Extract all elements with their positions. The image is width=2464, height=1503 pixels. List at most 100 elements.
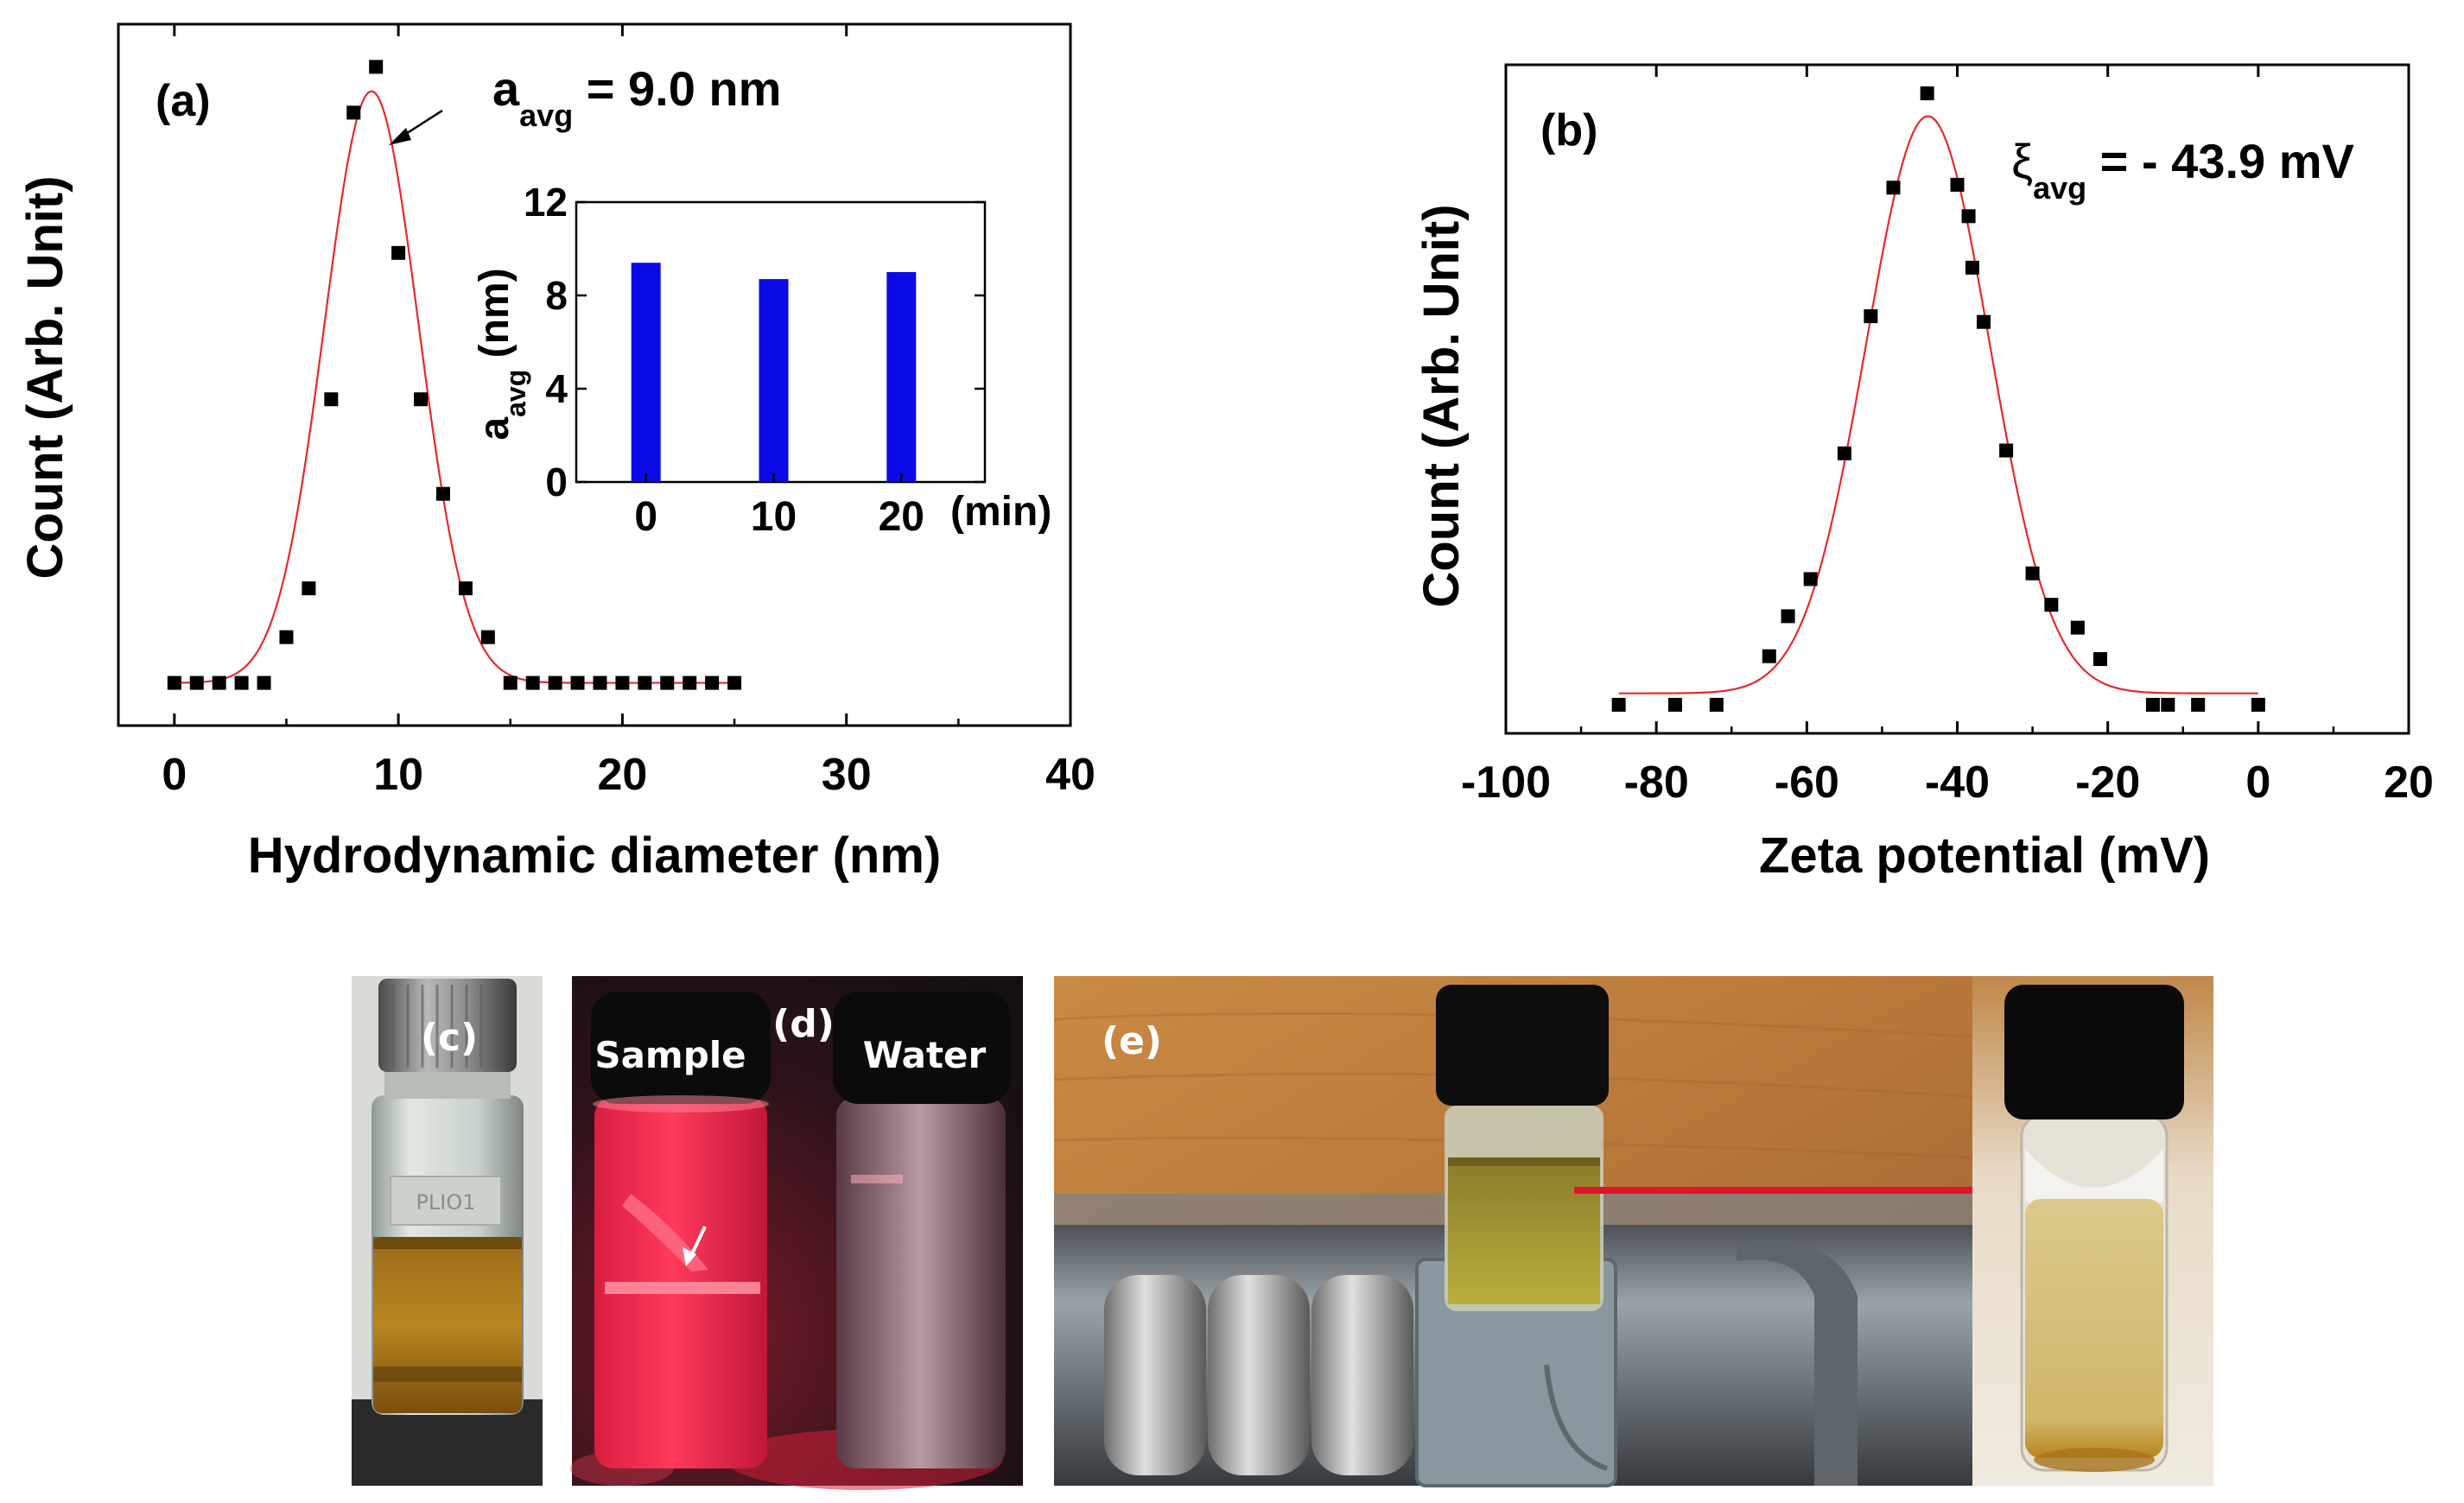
data-point — [1920, 86, 1934, 101]
inset-y-tick-labels: 0 4 8 12 — [524, 180, 568, 504]
data-point — [414, 392, 429, 407]
photo-c-label: (c) — [421, 1016, 478, 1060]
svg-text:PLIO1: PLIO1 — [416, 1190, 475, 1214]
chart-b-xlabel: Zeta potential (mV) — [1759, 828, 2210, 884]
chart-a-annotation-symbol: a — [492, 61, 520, 116]
chart-a-annotation-value: = 9.0 nm — [573, 61, 781, 116]
inset-x-unit: (min) — [950, 489, 1051, 535]
data-point — [638, 675, 652, 690]
data-point — [1709, 697, 1724, 712]
data-point — [2251, 697, 2265, 712]
data-point — [480, 630, 495, 644]
chart-b-annotation: ξavg = - 43.9 mV — [2011, 134, 2354, 206]
data-point — [548, 675, 562, 690]
data-point — [369, 60, 384, 74]
inset-x-tick-label: 0 — [634, 494, 657, 540]
inset-ylabel-subscript: avg — [500, 370, 531, 417]
data-point — [167, 675, 181, 690]
x-tick-label: 10 — [373, 750, 423, 800]
data-point — [2070, 620, 2085, 635]
chart-a-points — [167, 60, 742, 690]
x-tick-label: 20 — [597, 750, 647, 800]
inset-ylabel: aavg (nm) — [472, 268, 531, 440]
x-tick-label: -60 — [1775, 758, 1839, 808]
data-point — [257, 675, 271, 690]
chart-a: 0 10 20 30 40 Hydrodynamic diameter (nm) Cou… — [17, 22, 1095, 884]
data-point — [727, 675, 742, 690]
x-tick-label: 0 — [2245, 758, 2270, 808]
inset-bar — [759, 279, 789, 482]
chart-a-x-ticks — [173, 24, 1072, 726]
data-point — [1961, 209, 1976, 224]
inset-x-tick-label: 10 — [751, 494, 797, 540]
data-point — [525, 675, 540, 690]
data-point — [1781, 609, 1795, 624]
x-tick-label: 0 — [162, 750, 187, 800]
data-point — [593, 675, 607, 690]
chart-b-panel-label: (b) — [1540, 105, 1597, 155]
inset-y-ticks — [576, 200, 985, 484]
data-point — [302, 581, 316, 596]
inset-bar — [886, 272, 917, 482]
chart-a-xlabel: Hydrodynamic diameter (nm) — [248, 828, 942, 884]
data-point — [234, 675, 249, 690]
chart-a-annotation-subscript: avg — [519, 98, 573, 133]
inset-bars — [631, 263, 917, 482]
data-point — [1611, 697, 1626, 712]
chart-b-annotation-symbol: ξ — [2011, 134, 2033, 188]
data-point — [503, 675, 518, 690]
data-point — [2145, 697, 2160, 712]
x-tick-label: -40 — [1925, 758, 1990, 808]
data-point — [1950, 177, 1965, 192]
data-point — [324, 392, 339, 407]
data-point — [1837, 446, 1851, 460]
photo-d-label: (d) — [772, 1002, 835, 1046]
inset-y-tick-label: 8 — [545, 273, 568, 318]
data-point — [212, 675, 226, 690]
data-point — [1976, 314, 1991, 329]
chart-a-x-tick-labels: 0 10 20 30 40 — [162, 750, 1095, 800]
inset-ylabel-unit: (nm) — [472, 268, 518, 369]
chart-a-inset: 0 4 8 12 0 10 20 (min) aavg (nm) — [472, 180, 1051, 540]
inset-ylabel-symbol: a — [472, 417, 518, 441]
data-point — [189, 675, 204, 690]
data-point — [1803, 572, 1818, 587]
inset-y-tick-label: 4 — [545, 366, 568, 411]
inset-y-tick-label: 12 — [524, 180, 568, 225]
data-point — [2161, 697, 2175, 712]
photo-e-label: (e) — [1102, 1019, 1162, 1063]
data-point — [1864, 309, 1878, 324]
data-point — [2092, 652, 2107, 666]
photo-e: (e) — [1053, 976, 2213, 1487]
photo-c: PLIO1 (c) — [352, 976, 543, 1486]
data-point — [1999, 443, 2014, 458]
photo-d-water-label: Water — [863, 1034, 987, 1076]
inset-x-tick-labels: 0 10 20 — [634, 494, 924, 540]
chart-b-ylabel: Count (Arb. Unit) — [1413, 204, 1470, 607]
x-tick-label: 30 — [822, 750, 872, 800]
chart-b-points — [1611, 86, 2265, 712]
data-point — [458, 581, 473, 596]
chart-b-fit-line — [1618, 115, 2258, 694]
chart-a-frame — [117, 22, 1072, 727]
chart-a-panel-label: (a) — [156, 76, 211, 126]
x-tick-label: -20 — [2075, 758, 2140, 808]
data-point — [346, 105, 361, 120]
data-point — [2044, 598, 2059, 612]
photo-d: Sample Water (d) — [570, 976, 1023, 1490]
x-tick-label: -100 — [1461, 758, 1551, 808]
chart-b-x-tick-labels: -100 -80 -60 -40 -20 0 20 — [1461, 758, 2434, 808]
data-point — [570, 675, 585, 690]
data-point — [391, 245, 406, 260]
inset-y-tick-label: 0 — [545, 460, 568, 504]
data-point — [660, 675, 675, 690]
data-point — [1762, 649, 1776, 663]
data-point — [1965, 260, 1979, 275]
inset-bar — [631, 263, 661, 482]
data-point — [615, 675, 630, 690]
chart-a-ylabel: Count (Arb. Unit) — [17, 175, 73, 579]
inset-x-tick-label: 20 — [879, 494, 924, 540]
x-tick-label: 40 — [1045, 750, 1095, 800]
chart-a-annotation: aavg = 9.0 nm — [492, 61, 781, 133]
